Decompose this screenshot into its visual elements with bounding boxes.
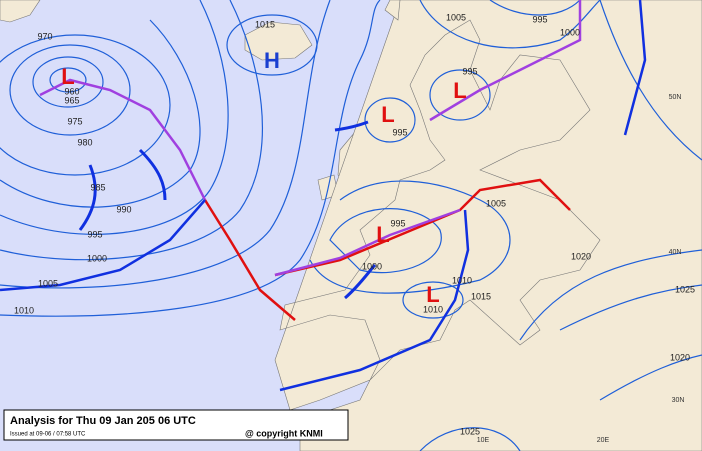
grid-label: 20E — [597, 437, 610, 444]
copyright: @ copyright KNMI — [245, 428, 323, 438]
isobar-label: 995 — [462, 66, 477, 76]
isobar-label: 1000 — [560, 27, 580, 37]
isobar-label: 1000 — [362, 261, 382, 271]
isobar-label: 1010 — [14, 305, 34, 315]
isobar-label: 985 — [90, 182, 105, 192]
pressure-system: L — [426, 282, 439, 307]
isobar-label: 960 — [64, 86, 79, 96]
pressure-system: L — [376, 222, 389, 247]
isobar-label: 995 — [390, 218, 405, 228]
isobar-label: 1000 — [87, 253, 107, 263]
grid-label: 40N — [669, 249, 682, 256]
isobar-label: 975 — [67, 116, 82, 126]
isobar-label: 1020 — [571, 251, 591, 261]
pressure-system: L — [61, 64, 74, 89]
pressure-system: L — [381, 102, 394, 127]
isobar-label: 1025 — [460, 426, 480, 436]
grid-label: 50N — [669, 94, 682, 101]
isobar-label: 1010 — [423, 304, 443, 314]
isobar-label: 995 — [532, 14, 547, 24]
isobar-label: 1010 — [452, 275, 472, 285]
isobar-label: 995 — [87, 229, 102, 239]
isobar-label: 1005 — [486, 198, 506, 208]
isobar-label: 1015 — [471, 291, 491, 301]
caption-issued: Issued at 09-06 / 07:58 UTC — [10, 432, 86, 438]
grid-label: 10E — [477, 437, 490, 444]
isobar-label: 970 — [37, 31, 52, 41]
isobar-label: 990 — [116, 204, 131, 214]
isobar-label: 980 — [77, 137, 92, 147]
isobar-label: 1025 — [675, 284, 695, 294]
isobar-label: 1005 — [446, 12, 466, 22]
pressure-system: L — [453, 78, 466, 103]
caption-title: Analysis for Thu 09 Jan 205 06 UTC — [10, 415, 196, 427]
isobar-label: 1020 — [670, 352, 690, 362]
caption-box — [3, 409, 349, 441]
pressure-system: H — [264, 48, 280, 73]
grid-label: 30N — [672, 397, 685, 404]
isobar-label: 995 — [392, 127, 407, 137]
isobar-label: 1015 — [255, 19, 275, 29]
isobar-label: 965 — [64, 95, 79, 105]
fronts — [0, 0, 647, 392]
isobar-label: 1005 — [38, 278, 58, 288]
